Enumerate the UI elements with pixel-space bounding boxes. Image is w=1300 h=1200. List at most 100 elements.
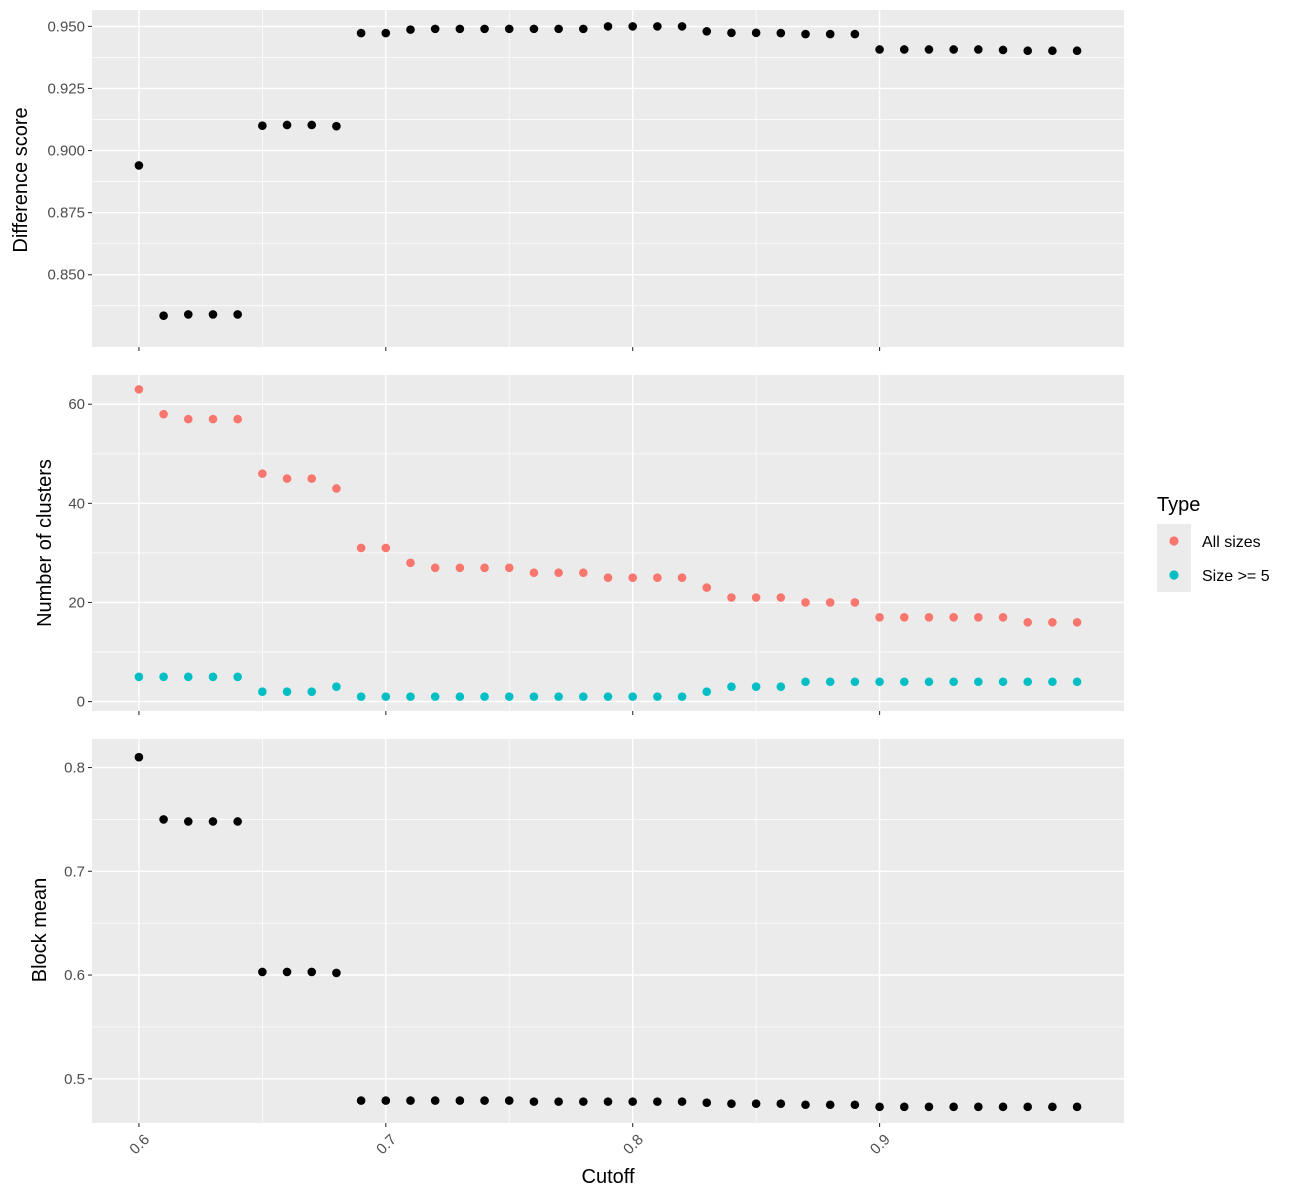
y-tick-label: 0.950	[47, 18, 85, 35]
data-point-size-5	[677, 692, 687, 701]
data-point-size-5	[504, 692, 514, 701]
data-point-series	[307, 967, 317, 977]
data-point-all-sizes	[998, 613, 1008, 622]
data-point-size-5	[875, 677, 884, 687]
data-point-series	[1072, 46, 1082, 56]
data-point-series	[776, 28, 786, 38]
data-point-all-sizes	[801, 598, 810, 607]
data-point-all-sizes	[603, 573, 613, 582]
data-point-all-sizes	[1048, 617, 1057, 627]
y-tick-label: 0.7	[64, 863, 85, 880]
data-point-series	[356, 1096, 366, 1105]
data-point-series	[554, 24, 563, 34]
data-point-series	[480, 24, 489, 34]
data-point-series	[875, 45, 884, 54]
data-point-series	[850, 1100, 860, 1110]
data-point-series	[430, 24, 440, 34]
data-point-series	[776, 1099, 786, 1109]
data-point-all-sizes	[1072, 617, 1082, 627]
y-tick-label: 0.925	[47, 80, 85, 97]
data-point-all-sizes	[677, 573, 687, 582]
data-point-series	[875, 1102, 884, 1112]
data-point-all-sizes	[554, 568, 563, 578]
data-point-size-5	[751, 682, 761, 692]
data-point-size-5	[1048, 677, 1057, 687]
legend-label-size-5: Size >= 5	[1202, 568, 1270, 585]
y-axis-title-difference-score: Difference score	[10, 107, 32, 252]
data-point-series	[208, 817, 218, 826]
legend-title: Type	[1157, 494, 1200, 516]
data-point-size-5	[356, 692, 366, 701]
data-point-series	[702, 27, 712, 36]
data-point-all-sizes	[282, 474, 292, 483]
y-axis-title-block-mean: Block mean	[29, 878, 51, 983]
data-point-series	[899, 45, 909, 54]
y-tick-label: 0.8	[64, 760, 85, 777]
data-point-series	[504, 1096, 514, 1105]
data-point-all-sizes	[183, 414, 193, 424]
data-point-series	[455, 1096, 465, 1105]
data-point-series	[677, 22, 687, 31]
data-point-series	[134, 752, 144, 762]
data-point-series	[258, 967, 267, 977]
data-point-series	[1048, 46, 1057, 56]
data-point-series	[702, 1098, 712, 1107]
data-point-all-sizes	[307, 474, 317, 483]
data-point-size-5	[899, 677, 909, 687]
data-point-size-5	[924, 677, 934, 687]
data-point-series	[406, 25, 415, 34]
data-point-series	[949, 45, 958, 54]
data-point-series	[974, 1102, 983, 1112]
data-point-size-5	[258, 687, 267, 696]
data-point-all-sizes	[406, 558, 415, 568]
data-point-all-sizes	[480, 563, 489, 573]
data-point-series	[183, 817, 193, 826]
data-point-all-sizes	[776, 593, 786, 602]
data-point-all-sizes	[850, 598, 860, 607]
y-tick-label: 60	[68, 396, 85, 413]
data-point-series	[727, 28, 736, 38]
data-point-series	[332, 121, 341, 131]
data-point-size-5	[480, 692, 489, 701]
data-point-series	[554, 1097, 563, 1106]
data-point-all-sizes	[159, 409, 168, 419]
data-point-all-sizes	[702, 583, 712, 592]
data-point-size-5	[949, 677, 958, 687]
data-point-series	[258, 121, 267, 131]
data-point-size-5	[183, 672, 193, 682]
y-tick-label: 0.875	[47, 205, 85, 222]
y-tick-label: 0.850	[47, 267, 85, 284]
data-point-all-sizes	[974, 613, 983, 622]
data-point-series	[356, 28, 366, 38]
data-point-size-5	[628, 692, 637, 701]
data-point-size-5	[702, 687, 712, 696]
data-point-all-sizes	[504, 563, 514, 573]
data-point-size-5	[134, 672, 144, 682]
data-point-series	[480, 1096, 489, 1105]
data-point-series	[1023, 46, 1033, 56]
data-point-series	[381, 1096, 391, 1105]
data-point-size-5	[282, 687, 292, 696]
data-point-size-5	[307, 687, 317, 696]
data-point-series	[751, 1099, 761, 1109]
data-point-series	[1023, 1102, 1033, 1112]
data-point-all-sizes	[258, 469, 267, 478]
data-point-all-sizes	[727, 593, 736, 602]
data-point-series	[233, 310, 242, 319]
data-point-all-sizes	[356, 543, 366, 553]
data-point-size-5	[1072, 677, 1082, 687]
panel-background	[92, 739, 1124, 1123]
data-point-series	[801, 1100, 810, 1110]
data-point-series	[504, 24, 514, 34]
y-tick-label: 20	[68, 594, 85, 611]
data-point-series	[134, 161, 144, 170]
data-point-series	[825, 29, 835, 39]
data-point-all-sizes	[430, 563, 440, 573]
y-tick-label: 0.6	[64, 967, 85, 984]
data-point-size-5	[159, 672, 168, 682]
data-point-size-5	[430, 692, 440, 701]
data-point-size-5	[455, 692, 465, 701]
data-point-series	[924, 1102, 934, 1112]
data-point-series	[529, 24, 539, 34]
data-point-size-5	[727, 682, 736, 692]
